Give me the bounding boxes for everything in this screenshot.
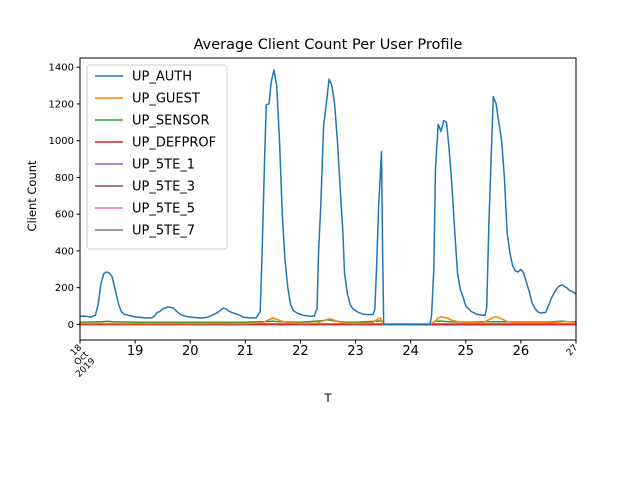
series-line-up-auth	[79, 69, 577, 326]
x-tick-label: 19	[127, 344, 144, 359]
x-tick-label: 20	[182, 344, 199, 359]
x-tick-label: 24	[402, 344, 419, 359]
y-tick-label: 0	[68, 320, 74, 331]
y-tick-label: 400	[55, 246, 74, 257]
y-tick-label: 800	[55, 173, 74, 184]
chart-title: Average Client Count Per User Profile	[194, 37, 463, 53]
legend-label-up-guest: UP_GUEST	[132, 92, 200, 107]
legend-label-up-defprof: UP_DEFPROF	[132, 136, 216, 151]
legend-label-up-sensor: UP_SENSOR	[132, 114, 210, 129]
legend-label-up-5te-5: UP_5TE_5	[132, 202, 195, 217]
series-line-up-guest	[79, 315, 577, 326]
legend-label-up-auth: UP_AUTH	[132, 70, 192, 85]
plot-area	[79, 69, 577, 326]
x-axis-label: T	[323, 391, 332, 405]
plot-frame	[79, 57, 577, 341]
legend-label-up-5te-7: UP_5TE_7	[132, 224, 195, 239]
x-tick-label: 26	[513, 344, 530, 359]
legend-label-up-5te-3: UP_5TE_3	[132, 180, 195, 195]
y-axis-label: Client Count	[25, 160, 39, 232]
y-tick-label: 200	[55, 283, 74, 294]
y-tick-label: 1000	[49, 136, 74, 147]
x-tick-label: 22	[292, 344, 309, 359]
y-tick-label: 1200	[49, 99, 74, 110]
y-tick-label: 1400	[49, 63, 74, 74]
x-tick-label: 25	[458, 344, 475, 359]
legend-box	[86, 64, 228, 250]
series-line-up-sensor	[79, 319, 577, 326]
x-tick-label: 23	[347, 344, 364, 359]
x-tick-label: 21	[237, 344, 254, 359]
legend: UP_AUTH UP_GUEST UP_SENSOR UP_DEFPROF UP_5TE…	[86, 64, 228, 250]
legend-label-up-5te-1: UP_5TE_1	[132, 158, 195, 173]
y-tick-label: 600	[55, 210, 74, 221]
